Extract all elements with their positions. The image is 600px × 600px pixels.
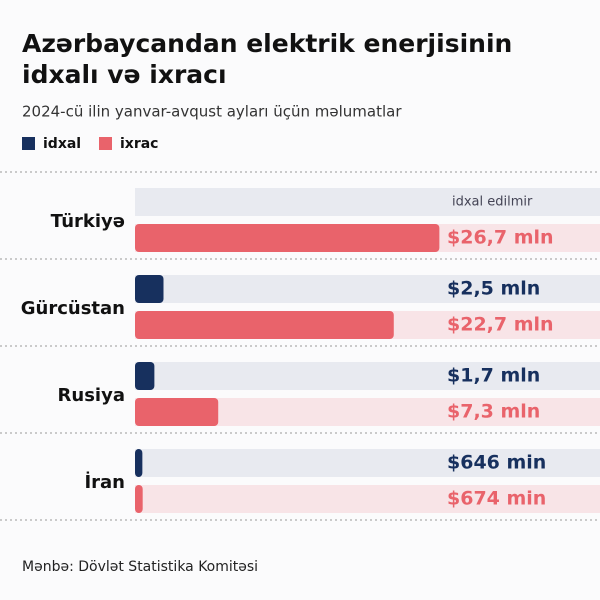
bar <box>135 311 394 339</box>
bar <box>135 398 219 426</box>
value-label: $7,3 mln <box>447 401 540 423</box>
value-label: $1,7 mln <box>447 365 540 387</box>
row-band <box>135 188 600 216</box>
row-band <box>135 449 600 477</box>
value-label: $22,7 mln <box>447 314 554 336</box>
bar <box>135 485 143 513</box>
legend-swatch <box>99 137 112 150</box>
value-label: $646 min <box>447 452 546 474</box>
bar <box>135 275 164 303</box>
value-label: $2,5 mln <box>447 278 540 300</box>
annotation: idxal edilmir <box>452 195 533 210</box>
value-label: $674 min <box>447 488 546 510</box>
chart-title: Azərbaycandan elektrik enerjisinin <box>22 29 512 58</box>
row-band <box>135 362 600 390</box>
bar <box>135 449 143 477</box>
category-label: Rusiya <box>58 385 125 406</box>
category-label: İran <box>84 471 125 493</box>
category-label: Gürcüstan <box>21 298 125 319</box>
chart-subtitle: 2024-cü ilin yanvar-avqust ayları üçün m… <box>22 103 402 121</box>
bar <box>135 224 440 252</box>
chart-title: idxalı və ixracı <box>22 60 227 89</box>
category-label: Türkiyə <box>51 211 125 232</box>
value-label: $26,7 mln <box>447 227 554 249</box>
legend-swatch <box>22 137 35 150</box>
legend-label: ixrac <box>120 136 158 152</box>
legend-label: idxal <box>43 136 81 152</box>
row-band <box>135 485 600 513</box>
row-band <box>135 275 600 303</box>
bar <box>135 362 155 390</box>
source: Mənbə: Dövlət Statistika Komitəsi <box>22 559 258 575</box>
